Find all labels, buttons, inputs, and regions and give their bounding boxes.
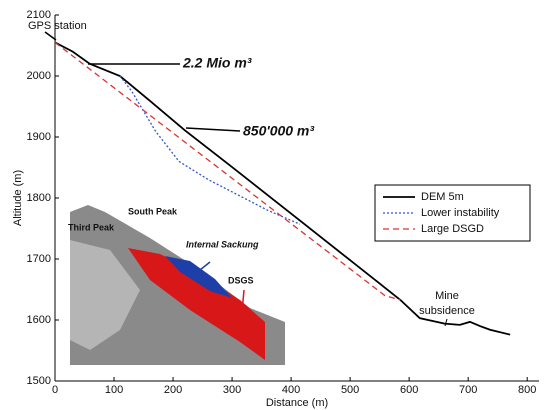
inset-label: DSGS	[228, 275, 254, 285]
annotation-arrow	[186, 128, 240, 131]
y-tick-label: 2000	[27, 70, 51, 82]
x-tick-label: 300	[223, 384, 241, 396]
x-tick-label: 100	[105, 384, 123, 396]
annotation-arrow	[445, 319, 447, 326]
inset-label: Internal Sackung	[186, 239, 259, 249]
x-tick-label: 400	[282, 384, 300, 396]
annotation: 850'000 m³	[243, 123, 314, 139]
chart: South Peak Third Peak Internal Sackung D…	[0, 0, 545, 410]
y-tick-label: 1700	[27, 253, 51, 265]
y-tick-label: 1900	[27, 131, 51, 143]
x-tick-label: 500	[341, 384, 359, 396]
x-axis-label: Distance (m)	[266, 397, 328, 409]
legend-label: Large DSGD	[421, 223, 484, 235]
x-tick-label: 600	[400, 384, 418, 396]
y-tick-label: 1500	[27, 375, 51, 387]
x-tick-label: 0	[52, 384, 58, 396]
y-axis-label: Altitude (m)	[12, 170, 24, 226]
annotation: Mine	[435, 290, 459, 302]
x-tick-label: 800	[518, 384, 536, 396]
x-tick-label: 200	[164, 384, 182, 396]
inset-arrow	[200, 262, 210, 270]
legend-label: Lower instability	[421, 207, 500, 219]
legend-label: DEM 5m	[421, 191, 464, 203]
x-tick-label: 700	[459, 384, 477, 396]
page: South Peak Third Peak Internal Sackung D…	[0, 0, 545, 410]
annotation: GPS station	[28, 20, 87, 32]
inset-label: Third Peak	[68, 222, 115, 232]
y-tick-label: 1600	[27, 314, 51, 326]
annotation: 2.2 Mio m³	[182, 55, 252, 71]
y-tick-label: 1800	[27, 192, 51, 204]
inset-label: South Peak	[128, 206, 178, 216]
annotation-arrow	[45, 32, 56, 40]
annotation: subsidence	[419, 305, 475, 317]
